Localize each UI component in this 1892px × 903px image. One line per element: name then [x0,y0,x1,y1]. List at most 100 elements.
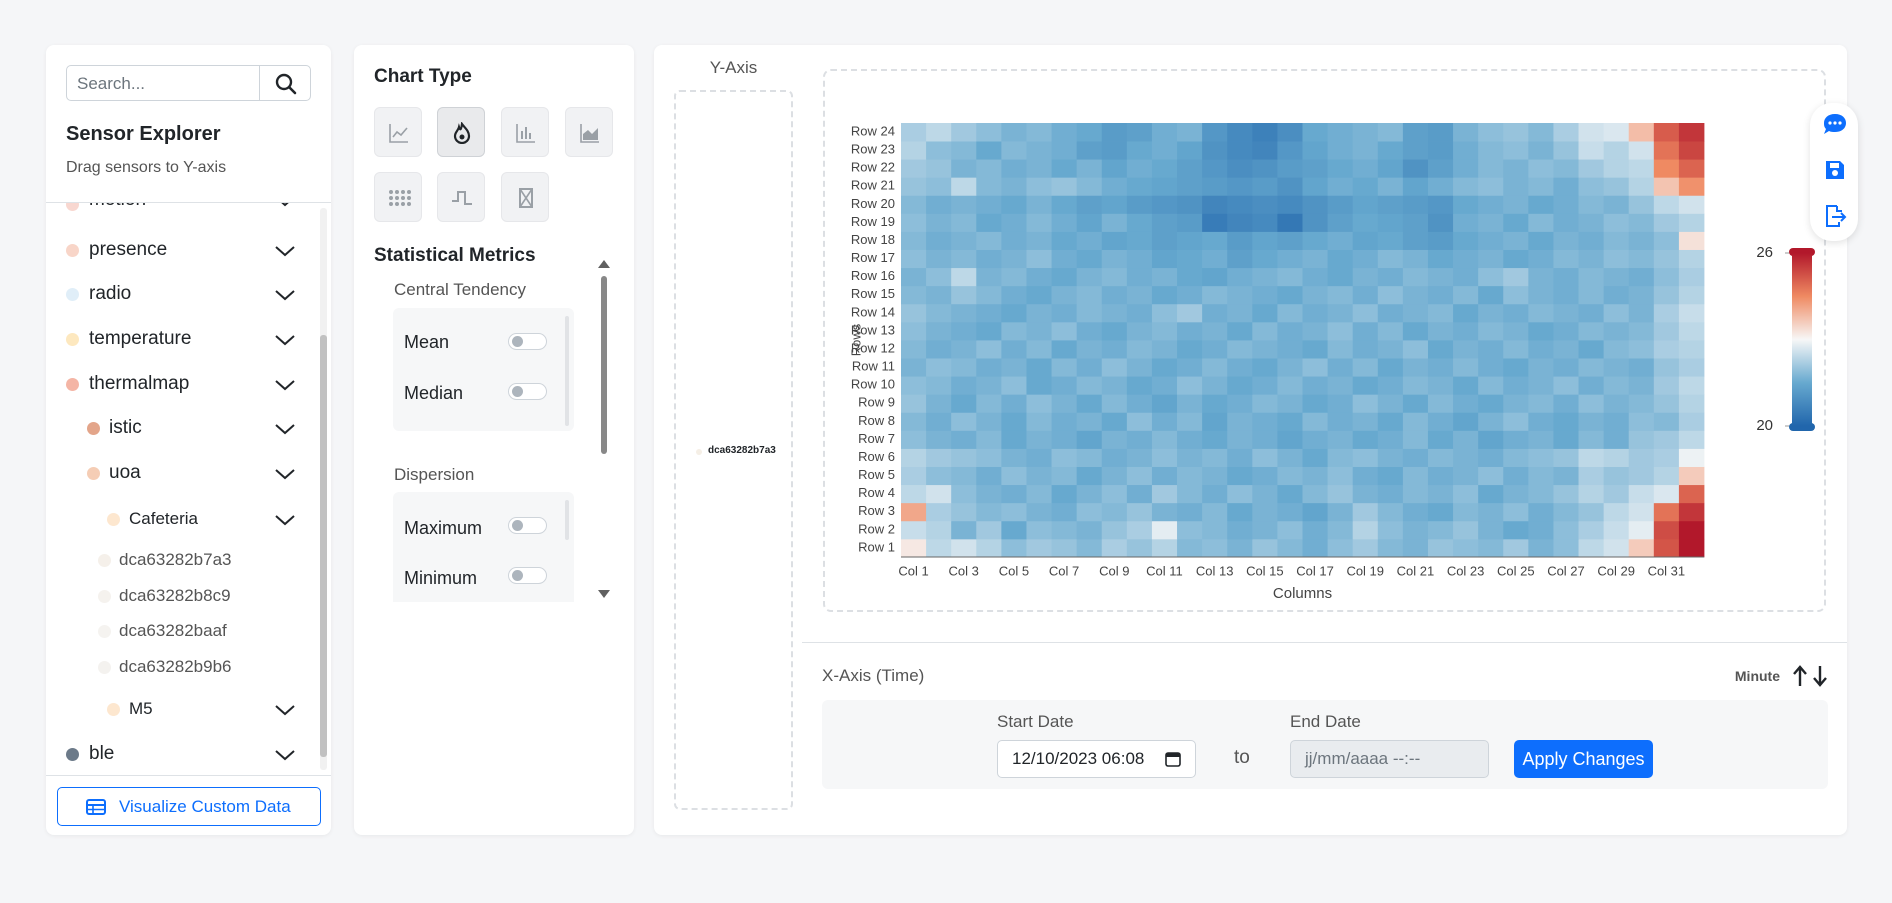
expand-chevron[interactable] [274,703,296,717]
heatmap-cell [1603,358,1630,377]
heatmap-cell [976,195,1002,214]
comment-button[interactable] [1822,112,1848,136]
sensor-group[interactable]: uoa [109,462,141,483]
metric-toggle[interactable] [508,567,547,584]
resolution-label[interactable]: Minute [1734,668,1780,684]
heatmap-cell [1603,123,1630,142]
expand-chevron[interactable] [274,288,296,302]
y-tick-label: Row 8 [858,413,895,428]
heatmap-cell [1553,412,1579,431]
expand-chevron[interactable] [274,244,296,258]
sensor[interactable]: dca63282b7a3 [119,550,232,569]
heatmap-cell [1653,394,1680,413]
export-button[interactable] [1823,204,1847,228]
heatmap-cell [1302,303,1328,323]
sensor-group[interactable]: Cafeteria [129,509,198,528]
heatmap-cell [1553,249,1579,269]
chart-type-area[interactable] [565,107,613,157]
start-date-input[interactable]: 12/10/2023 06:08 [997,740,1196,778]
expand-chevron[interactable] [274,748,296,762]
scrollbar-thumb[interactable] [320,335,327,757]
heatmap-cell [1202,466,1228,486]
heatmap-cell [1453,412,1479,431]
heatmap-cell [1503,502,1529,522]
x-tick-label: Col 9 [1099,563,1129,578]
heatmap-cell [1277,484,1303,504]
sensor-group[interactable]: radio [89,283,132,304]
sensor-group[interactable]: presence [89,239,168,260]
sensor[interactable]: dca63282b8c9 [119,586,231,605]
save-button[interactable] [1824,159,1846,181]
heatmap-cell [1327,358,1354,377]
sensor[interactable]: dca63282baaf [119,621,227,640]
expand-chevron[interactable] [274,467,296,481]
sort-arrows[interactable] [1792,664,1830,688]
heatmap-cell [1503,123,1529,142]
expand-chevron[interactable] [274,513,296,527]
heatmap-cell [1101,321,1128,341]
heatmap-cell [1126,376,1153,395]
heatmap-cell [1302,394,1328,413]
chart-type-bar[interactable] [501,107,549,157]
metric-toggle[interactable] [508,383,547,400]
sensor-group[interactable]: M5 [129,699,153,718]
section-title: Statistical Metrics [374,245,536,266]
scrollbar[interactable] [565,500,569,540]
panel-title: Chart Type [374,66,472,87]
chart-type-heatmap[interactable] [437,107,485,157]
chart-type-line[interactable] [374,107,422,157]
heatmap-cell [1453,303,1479,323]
heatmap-cell [1453,448,1479,467]
heatmap-cell [1427,484,1454,504]
heatmap-cell [1553,358,1579,377]
heatmap-cell [1528,466,1554,486]
chart-type-scatter[interactable] [374,172,422,222]
sensor-group[interactable]: motion [89,203,146,212]
heatmap-cell [1427,249,1454,269]
panel-scrollbar[interactable] [596,256,612,602]
expand-chevron[interactable] [274,378,296,392]
end-date-input[interactable]: jj/mm/aaaa --:-- [1290,740,1489,778]
sensor-group[interactable]: ble [89,743,115,764]
scrollbar[interactable] [565,316,569,426]
expand-chevron[interactable] [274,203,296,208]
chart-type-step[interactable] [437,172,485,222]
metric-toggle[interactable] [508,333,547,350]
sensor-group[interactable]: thermalmap [89,373,190,394]
expand-chevron[interactable] [274,333,296,347]
y-sensor-chip[interactable]: dca63282b7a3 [708,445,776,456]
heatmap-cell [926,231,952,250]
heatmap-cell [1578,412,1605,431]
heatmap-cell [1227,394,1253,413]
heatmap-cell [1478,484,1504,504]
heatmap-cell [1177,466,1203,486]
heatmap-cell [1453,430,1479,449]
heatmap-cell [1478,520,1504,540]
sensor-group[interactable]: istic [109,417,142,438]
sensor-group[interactable]: temperature [89,328,192,349]
heatmap-cell [1076,466,1103,486]
visualize-button[interactable]: Visualize Custom Data [57,787,321,826]
x-tick-label: Col 27 [1547,563,1585,578]
heatmap-cell [926,340,952,359]
heatmap-cell [1101,376,1128,395]
heatmap-cell [1377,195,1404,214]
y-axis-dropzone[interactable]: dca63282b7a3 [674,90,793,810]
sensor[interactable]: dca63282b9b6 [119,657,232,676]
heatmap-cell [1578,213,1605,232]
heatmap-cell [1277,394,1303,413]
heatmap-cell [1678,123,1705,142]
heatmap-cell [1678,340,1705,359]
heatmap-cell [1001,484,1027,504]
search-button[interactable] [259,65,311,101]
heatmap-cell [1302,358,1328,377]
heatmap-cell [1478,213,1504,232]
apply-button[interactable]: Apply Changes [1514,740,1653,778]
heatmap-cell [1327,448,1354,467]
metric-toggle[interactable] [508,517,547,534]
search-input[interactable]: Search... [66,65,260,101]
expand-chevron[interactable] [274,422,296,436]
chart-type-box[interactable] [501,172,549,222]
heatmap-cell [1603,267,1630,287]
heatmap-cell [926,466,952,486]
